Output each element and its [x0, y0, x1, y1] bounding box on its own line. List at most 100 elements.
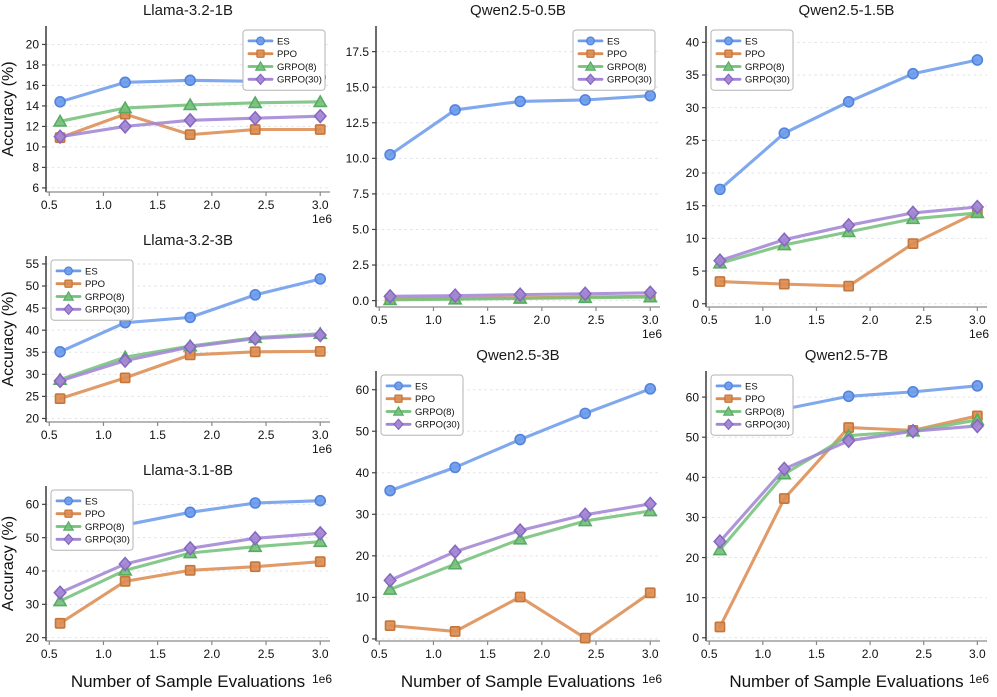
- y-tick-label: 7.5: [352, 187, 369, 201]
- y-tick-label: 5: [692, 264, 699, 278]
- marker-GRPO(8): [52, 593, 68, 607]
- marker-ES: [971, 54, 984, 66]
- marker-PPO: [843, 280, 855, 292]
- marker-PPO: [119, 372, 131, 384]
- y-tick-label: 10: [686, 591, 700, 605]
- y-tick-label: 60: [26, 498, 40, 512]
- legend-label-PPO: PPO: [745, 394, 765, 405]
- y-tick-label: 40: [356, 466, 370, 480]
- legend-marker-PPO: [64, 279, 73, 288]
- chart-llama-3-2-3b: 20 25 30 35 40 45 50 55 0.5 1.0 1.5 2.0 2.5 3.0 1e6 Lla…: [0, 230, 340, 460]
- legend-label-GRPO(8): GRPO(8): [745, 407, 785, 418]
- x-offset-label: 1e6: [312, 672, 332, 686]
- legend-marker-PPO: [394, 394, 403, 403]
- marker-GRPO(30): [383, 288, 397, 304]
- y-axis-label: Accuracy (%): [0, 516, 17, 611]
- chart-svg: 20 30 40 50 60 0.5 1.0 1.5 2.0 2.5 3.0 1e6 Llama-3.1…: [0, 462, 332, 691]
- y-tick-label: 20: [26, 412, 40, 426]
- marker-PPO: [184, 129, 196, 141]
- x-tick-label: 1.5: [808, 313, 825, 327]
- chart-title: Qwen2.5-3B: [476, 347, 559, 364]
- y-tick-label: 20: [686, 166, 700, 180]
- y-tick-label: 18: [26, 58, 40, 72]
- x-tick-label: 1.5: [479, 647, 496, 661]
- marker-GRPO(30): [448, 288, 462, 304]
- marker-ES: [907, 67, 919, 80]
- y-tick-label: 6: [32, 181, 39, 195]
- marker-GRPO(30): [578, 507, 592, 523]
- marker-PPO: [514, 591, 526, 603]
- legend-marker-GRPO(30): [585, 73, 596, 86]
- marker-PPO: [449, 626, 461, 637]
- marker-ES: [579, 94, 592, 106]
- marker-ES: [644, 89, 657, 102]
- x-tick-label: 0.5: [371, 313, 388, 327]
- x-axis-label: Number of Sample Evaluations: [729, 672, 963, 691]
- chart-title: Llama-3.2-1B: [143, 2, 233, 19]
- y-tick-label: 50: [356, 424, 370, 438]
- legend-box: [380, 374, 464, 436]
- marker-GRPO(30): [383, 572, 397, 588]
- legend-label-ES: ES: [85, 496, 98, 507]
- chart-svg: 0 10 20 30 40 50 60 0.5 1.0 1.5 2.0 2.5 3.0 1e6 Qwen2.…: [356, 347, 663, 691]
- legend-label-GRPO(30): GRPO(30): [745, 420, 790, 431]
- marker-GRPO(30): [183, 540, 197, 556]
- marker-ES: [184, 74, 196, 87]
- marker-ES: [54, 96, 66, 108]
- legend: ES PPO GRPO(8) GRPO(30): [380, 374, 464, 436]
- y-axis-label: Accuracy (%): [0, 61, 17, 156]
- y-tick-label: 50: [26, 531, 40, 545]
- y-tick-label: 15: [686, 199, 700, 213]
- legend-label-GRPO(30): GRPO(30): [745, 75, 790, 86]
- marker-GRPO(30): [906, 205, 920, 221]
- marker-ES: [971, 380, 984, 392]
- x-tick-label: 0.5: [41, 428, 58, 442]
- chart-title: Qwen2.5-1.5B: [799, 2, 895, 19]
- legend-label-GRPO(8): GRPO(8): [745, 62, 785, 73]
- legend-marker-GRPO(30): [723, 73, 734, 86]
- x-tick-label: 1.0: [425, 313, 442, 327]
- marker-GRPO(30): [183, 112, 197, 128]
- y-tick-label: 60: [356, 383, 370, 397]
- x-tick-label: 2.5: [915, 647, 932, 661]
- marker-PPO: [314, 124, 326, 135]
- x-tick-label: 2.0: [204, 198, 221, 212]
- legend-box: [50, 259, 134, 321]
- x-offset-label: 1e6: [312, 442, 332, 456]
- marker-GRPO(30): [777, 461, 792, 477]
- marker-GRPO(8): [712, 542, 728, 556]
- chart-qwen2-5-1-5b: 0 5 10 15 20 25 30 35 40 0.5 1.0 1.5 2.0 2.5 3.0 1e6 Qwe…: [670, 0, 997, 345]
- x-tick-label: 2.0: [204, 428, 221, 442]
- y-tick-label: 40: [686, 36, 700, 50]
- legend-label-ES: ES: [277, 36, 290, 47]
- legend-box: [572, 29, 656, 91]
- marker-GRPO(30): [513, 522, 527, 539]
- chart-llama-3-1-8b: 20 30 40 50 60 0.5 1.0 1.5 2.0 2.5 3.0 1e6 Llama-3.1…: [0, 460, 340, 697]
- marker-GRPO(8): [312, 534, 328, 548]
- marker-ES: [314, 494, 327, 507]
- x-tick-label: 2.0: [534, 647, 551, 661]
- marker-GRPO(30): [713, 533, 727, 550]
- legend-marker-ES: [63, 496, 74, 506]
- x-tick-label: 2.5: [258, 198, 275, 212]
- y-tick-label: 20: [26, 631, 40, 645]
- legend-marker-GRPO(8): [392, 405, 405, 416]
- legend-label-PPO: PPO: [607, 49, 627, 60]
- marker-GRPO(30): [248, 530, 262, 546]
- marker-GRPO(30): [313, 525, 328, 541]
- chart-qwen2-5-3b: 0 10 20 30 40 50 60 0.5 1.0 1.5 2.0 2.5 3.0 1e6 Qwen2.…: [340, 345, 670, 697]
- marker-ES: [449, 104, 461, 116]
- column-llama: 6 8 10 12 14 16 18 20 0.5 1.0 1.5 2.0 2.5 3.0 1e6 Llama…: [0, 0, 340, 697]
- x-tick-label: 0.5: [41, 198, 58, 212]
- legend-marker-ES: [585, 36, 596, 46]
- legend-marker-GRPO(30): [255, 73, 266, 86]
- y-tick-label: 14: [26, 99, 40, 113]
- marker-GRPO(8): [117, 100, 133, 114]
- chart-llama-3-2-1b: 6 8 10 12 14 16 18 20 0.5 1.0 1.5 2.0 2.5 3.0 1e6 Llama…: [0, 0, 340, 230]
- x-tick-label: 2.0: [204, 647, 221, 661]
- marker-PPO: [54, 393, 66, 405]
- marker-GRPO(30): [53, 129, 67, 145]
- x-tick-label: 1.0: [95, 428, 112, 442]
